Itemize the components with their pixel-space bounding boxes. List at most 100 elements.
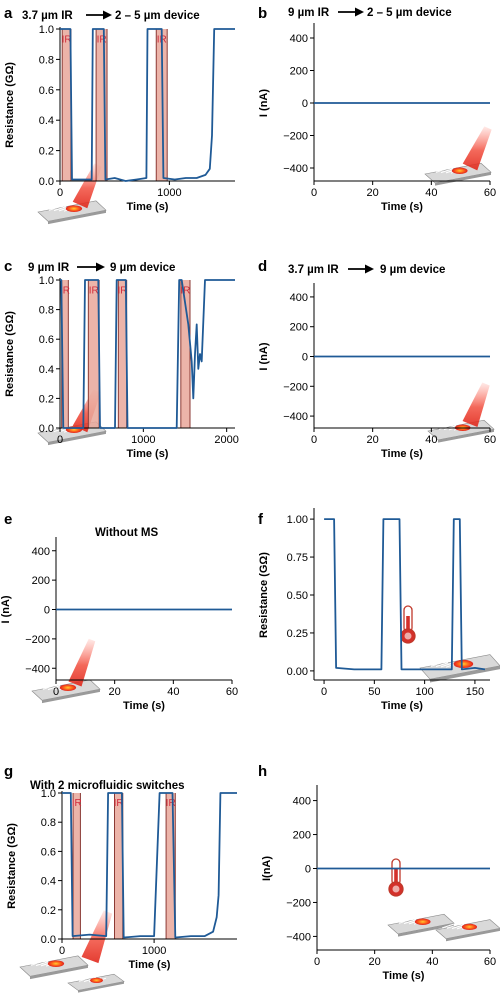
y-tick-label: 400 xyxy=(293,796,311,808)
device-side xyxy=(435,172,491,186)
title-b-left: 9 µm IR xyxy=(288,7,330,19)
x-tick-label: 1000 xyxy=(157,187,181,199)
y-tick-label: 0.8 xyxy=(39,54,54,66)
y-tick-label: −400 xyxy=(283,411,308,423)
y-tick-label: 400 xyxy=(32,546,50,558)
device-hotspot xyxy=(461,923,478,930)
x-axis-label-d: Time (s) xyxy=(381,448,423,460)
x-axis-label-g: Time (s) xyxy=(129,959,171,971)
device-electrode xyxy=(37,684,51,690)
series-line-a xyxy=(60,28,235,182)
y-axis-label-a: Resistance (GΩ) xyxy=(4,62,16,148)
panel-label-e: e xyxy=(4,511,12,528)
device-illustration-g xyxy=(19,955,89,980)
thermometer-highlight xyxy=(392,885,400,893)
chart-e: −400 −200 0 200 400 0 20 40 60 Time (s) I (nA) xyxy=(0,537,238,712)
x-tick-label: 0 xyxy=(57,187,63,199)
y-tick-label: 0.00 xyxy=(287,666,308,678)
x-tick-label: 0 xyxy=(59,945,65,957)
y-tick-label: 1.0 xyxy=(41,788,56,800)
y-tick-label: 0 xyxy=(302,352,308,364)
device-hotspot xyxy=(453,659,474,668)
ir-beam-b xyxy=(462,126,492,171)
device-electrode xyxy=(451,924,465,930)
y-tick-label: 0 xyxy=(44,605,50,617)
arrow-head xyxy=(96,262,105,272)
y-tick-label: 200 xyxy=(293,830,311,842)
device-electrode xyxy=(441,923,455,929)
x-tick-label: 150 xyxy=(466,686,484,698)
y-tick-label: −200 xyxy=(283,381,308,393)
device-electrode xyxy=(446,923,460,929)
ir-beam-a xyxy=(72,163,102,209)
device-side xyxy=(48,431,106,446)
device-electrode xyxy=(393,918,407,924)
y-tick-label: 0.6 xyxy=(39,334,54,346)
device-electrode xyxy=(438,424,452,430)
y-tick-label: 0.2 xyxy=(39,393,54,405)
chart-f: 0.00 0.25 0.50 0.75 1.00 0 50 100 150 Time (s) Res… xyxy=(258,508,490,712)
x-tick-label: 0 xyxy=(53,686,59,698)
ir-band-a-1 xyxy=(96,29,108,181)
y-tick-label: 0.2 xyxy=(41,905,56,917)
y-tick-label: 400 xyxy=(290,33,308,45)
title-d-left: 3.7 µm IR xyxy=(288,264,339,276)
y-tick-label: 0 xyxy=(305,864,311,876)
chart-g: IR IR IR 0.0 0.2 0.4 0.6 0.8 1.0 0 1000 Time (s) Res… xyxy=(6,788,238,971)
panel-label-a: a xyxy=(4,5,13,22)
x-tick-label: 1000 xyxy=(131,434,155,446)
ir-band-c-0 xyxy=(61,280,69,428)
title-c-right: 9 µm device xyxy=(110,262,175,274)
ir-beam-d xyxy=(462,382,490,427)
ir-label: IR xyxy=(89,285,99,296)
device-side xyxy=(48,210,106,225)
ir-band-g-2 xyxy=(166,793,176,939)
device-side xyxy=(398,923,454,937)
y-tick-label: −200 xyxy=(286,897,311,909)
thermometer-highlight xyxy=(404,632,412,640)
y-axis-label-f: Resistance (GΩ) xyxy=(258,552,270,638)
ir-beam-g xyxy=(81,910,113,964)
ir-label: IR xyxy=(72,798,82,809)
arrow-head xyxy=(355,7,364,17)
y-tick-label: 0.6 xyxy=(39,85,54,97)
device-illustration-h xyxy=(387,913,455,937)
ir-band-g-1 xyxy=(114,793,123,939)
y-tick-label: 200 xyxy=(32,575,50,587)
title-e: Without MS xyxy=(95,527,158,539)
x-tick-label: 20 xyxy=(367,434,379,446)
device-electrode xyxy=(435,662,449,668)
device-electrode xyxy=(35,961,49,967)
device-hotspot xyxy=(65,205,83,212)
x-tick-label: 40 xyxy=(425,434,437,446)
ir-label: IR xyxy=(166,798,176,809)
title-a-right: 2 – 5 µm device xyxy=(115,10,200,22)
device-illustration-g2 xyxy=(67,973,125,993)
x-tick-label: 20 xyxy=(369,956,381,968)
y-tick-label: 0.8 xyxy=(39,305,54,317)
x-tick-label: 20 xyxy=(109,686,121,698)
arrow-head xyxy=(103,10,112,20)
x-tick-label: 0 xyxy=(321,686,327,698)
device-electrode xyxy=(30,960,44,966)
x-axis-label-a: Time (s) xyxy=(127,201,169,213)
x-axis-label-e: Time (s) xyxy=(123,700,165,712)
ir-band-a-0 xyxy=(62,29,71,181)
series-line-g xyxy=(62,792,237,939)
device-electrode xyxy=(435,167,449,173)
ir-label: IR xyxy=(62,35,72,46)
y-tick-label: 1.0 xyxy=(39,24,54,36)
title-g: With 2 microfluidic switches xyxy=(30,780,185,792)
x-tick-label: 0 xyxy=(311,434,317,446)
device-side xyxy=(438,429,494,443)
device-electrode xyxy=(53,206,67,212)
x-axis-label-h: Time (s) xyxy=(383,970,425,982)
device-electrode xyxy=(403,919,417,925)
y-tick-label: 0.4 xyxy=(39,115,54,127)
y-tick-label: 0.75 xyxy=(287,552,308,564)
y-tick-label: 400 xyxy=(290,292,308,304)
x-axis-label-c: Time (s) xyxy=(127,448,169,460)
y-axis-label-g: Resistance (GΩ) xyxy=(6,823,18,909)
device-side xyxy=(446,928,500,942)
panel-label-b: b xyxy=(258,5,267,22)
